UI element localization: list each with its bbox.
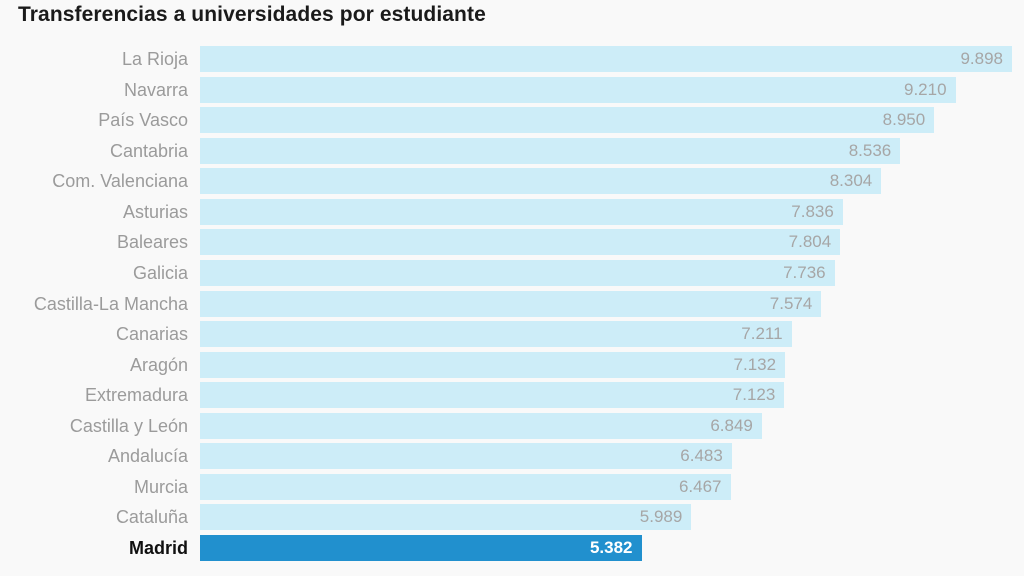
bar-value-label: 5.382 <box>589 538 633 557</box>
category-label: Cantabria <box>109 140 188 161</box>
bar-value-label: 9.210 <box>904 79 947 99</box>
bar-row: Cantabria 8.536 <box>0 137 1024 164</box>
category-label: Asturias <box>122 201 188 222</box>
bar-track: 5.382 <box>200 535 1012 561</box>
bar-track: 8.950 <box>200 107 1012 134</box>
bar-track: 8.304 <box>200 168 1012 195</box>
category-label: Madrid <box>128 538 188 558</box>
bar-row: País Vasco 8.950 <box>0 107 1024 134</box>
bar: 8.536 <box>200 137 901 164</box>
bar-track: 7.123 <box>200 382 1012 409</box>
bar-track: 7.736 <box>200 259 1012 286</box>
chart-title: Transferencias a universidades por estud… <box>18 3 486 26</box>
category-label: Navarra <box>123 79 188 100</box>
bar: 7.211 <box>200 321 792 348</box>
bar-row: Canarias 7.211 <box>0 321 1024 348</box>
bar-value-label: 8.304 <box>829 171 873 191</box>
bar-row: Castilla-La Mancha 7.574 <box>0 290 1024 317</box>
bar-row: Com. Valenciana 8.304 <box>0 168 1024 195</box>
category-label: País Vasco <box>98 110 188 131</box>
bar-row: Asturias 7.836 <box>0 198 1024 225</box>
bar: 7.736 <box>200 259 835 286</box>
bar-value-label: 6.467 <box>678 476 722 496</box>
bar: 9.898 <box>200 46 1012 72</box>
category-label: Canarias <box>115 324 188 345</box>
bar-value-label: 6.483 <box>680 446 723 466</box>
bar-row: Navarra 9.210 <box>0 76 1024 103</box>
bar-track: 6.483 <box>200 443 1012 470</box>
bar-track: 8.536 <box>200 137 1012 164</box>
bar: 7.123 <box>200 382 785 409</box>
category-label: La Rioja <box>121 49 188 69</box>
bar-row: Murcia 6.467 <box>0 473 1024 500</box>
bar-track: 7.836 <box>200 198 1012 225</box>
bar: 9.210 <box>200 76 956 103</box>
bar: 8.950 <box>200 107 935 134</box>
bar: 6.467 <box>200 473 731 500</box>
bar: 6.849 <box>200 412 762 439</box>
bar-row: Baleares 7.804 <box>0 229 1024 256</box>
bar-highlighted: 5.382 <box>200 535 642 561</box>
bar: 8.304 <box>200 168 882 195</box>
bar-track: 5.989 <box>200 504 1012 531</box>
category-label: Aragón <box>129 354 188 375</box>
bar-track: 9.898 <box>200 46 1012 72</box>
bar: 7.804 <box>200 229 841 256</box>
bar-row: Aragón 7.132 <box>0 351 1024 378</box>
category-label: Andalucía <box>107 446 188 467</box>
category-label: Cataluña <box>115 507 188 528</box>
bar-value-label: 7.574 <box>769 293 813 313</box>
bar-row: Castilla y León 6.849 <box>0 412 1024 439</box>
bar: 5.989 <box>200 504 692 531</box>
bar: 7.574 <box>200 290 822 317</box>
bar-value-label: 9.898 <box>960 49 1003 68</box>
bar-track: 9.210 <box>200 76 1012 103</box>
category-label: Galicia <box>132 262 188 283</box>
bar-row: Madrid 5.382 <box>0 535 1024 561</box>
bar-value-label: 7.123 <box>732 385 776 405</box>
bar-track: 7.132 <box>200 351 1012 378</box>
bar-row: Extremadura 7.123 <box>0 382 1024 409</box>
bar-value-label: 6.849 <box>710 415 753 435</box>
bar-chart: La Rioja 9.898 Navarra 9.210 País Vasco 8.950… <box>0 46 1024 561</box>
bar-row: La Rioja 9.898 <box>0 46 1024 72</box>
bar-track: 7.804 <box>200 229 1012 256</box>
bar: 7.836 <box>200 198 843 225</box>
category-label: Castilla-La Mancha <box>33 293 188 314</box>
bar-value-label: 7.804 <box>788 232 832 252</box>
bar-value-label: 8.536 <box>848 140 892 160</box>
bar-row: Galicia 7.736 <box>0 259 1024 286</box>
bar-track: 6.849 <box>200 412 1012 439</box>
bar-value-label: 8.950 <box>882 110 926 130</box>
bar-value-label: 7.132 <box>733 354 777 374</box>
bar-track: 7.211 <box>200 321 1012 348</box>
bar-row: Andalucía 6.483 <box>0 443 1024 470</box>
bar-track: 6.467 <box>200 473 1012 500</box>
category-label: Baleares <box>116 232 188 253</box>
category-label: Murcia <box>133 476 188 497</box>
bar-value-label: 7.736 <box>783 262 826 282</box>
bar-value-label: 5.989 <box>639 507 683 527</box>
category-label: Extremadura <box>84 385 188 406</box>
bar: 6.483 <box>200 443 732 470</box>
bar-row: Cataluña 5.989 <box>0 504 1024 531</box>
bar-value-label: 7.211 <box>741 324 783 344</box>
bar-value-label: 7.836 <box>791 201 834 221</box>
category-label: Com. Valenciana <box>52 171 188 192</box>
bar: 7.132 <box>200 351 786 378</box>
bar-track: 7.574 <box>200 290 1012 317</box>
category-label: Castilla y León <box>69 415 188 436</box>
